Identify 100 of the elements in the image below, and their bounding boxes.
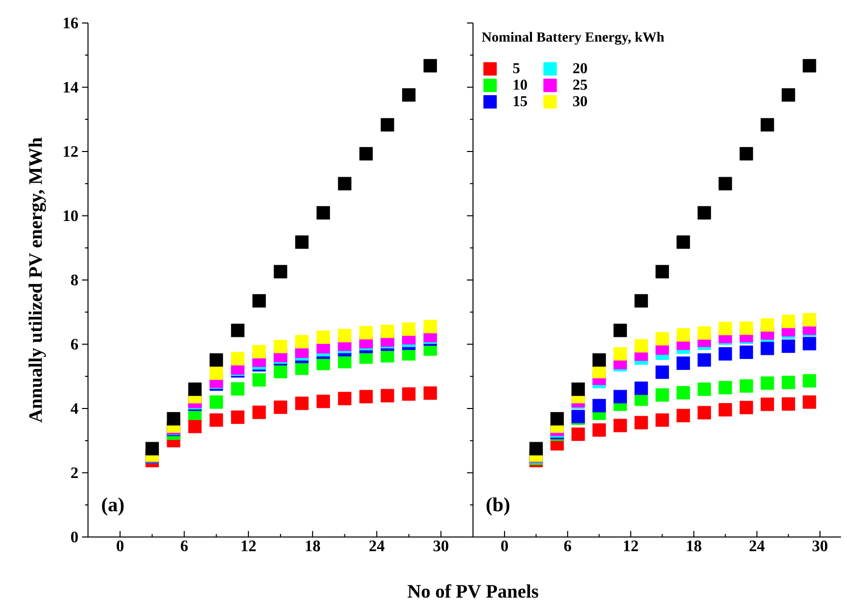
point — [231, 324, 244, 338]
point — [634, 416, 648, 430]
point — [295, 235, 309, 249]
point — [740, 321, 754, 335]
point — [614, 390, 627, 404]
x-tick-label: 30 — [434, 540, 448, 552]
point — [231, 352, 244, 366]
point — [718, 322, 732, 336]
point — [295, 334, 309, 348]
point — [380, 324, 394, 338]
point — [592, 423, 606, 437]
point — [802, 395, 816, 409]
point — [529, 442, 543, 456]
legend-label: 20 — [573, 63, 587, 74]
point — [571, 382, 585, 396]
point — [252, 344, 266, 358]
legend-label: 10 — [514, 80, 527, 90]
point — [760, 118, 774, 132]
point — [252, 373, 266, 387]
point — [740, 147, 754, 160]
point — [760, 376, 774, 390]
point — [634, 382, 648, 395]
x-tick-label: 12 — [242, 540, 256, 552]
point — [698, 326, 712, 340]
point — [380, 118, 394, 132]
x-tick-label: 0 — [116, 540, 124, 552]
point — [380, 388, 394, 402]
point — [760, 318, 774, 332]
point — [274, 340, 288, 354]
point — [338, 392, 352, 406]
x-tick-label: 6 — [564, 540, 572, 552]
x-tick-label: 12 — [624, 540, 638, 552]
y-axis-title: Annually utilized PV energy, MWh — [28, 138, 46, 423]
y-tick-label: 4 — [70, 403, 78, 414]
point — [676, 356, 690, 370]
annotation: (b) — [486, 497, 510, 516]
point — [782, 88, 796, 102]
point — [718, 347, 732, 361]
point — [402, 322, 416, 336]
point — [338, 328, 352, 342]
point — [359, 326, 373, 340]
point — [676, 386, 690, 400]
y-tick-label: 6 — [71, 338, 78, 350]
point — [802, 374, 816, 388]
legend-label: 15 — [514, 96, 528, 106]
point — [782, 339, 796, 353]
point — [698, 206, 712, 220]
point — [718, 403, 732, 416]
point — [656, 365, 669, 379]
point — [698, 406, 712, 420]
legend-label: 30 — [573, 96, 587, 106]
point — [698, 353, 712, 367]
point — [698, 382, 712, 396]
point — [210, 395, 224, 409]
legend-title: Nominal Battery Energy, kWh — [482, 32, 664, 45]
point — [550, 412, 564, 426]
point — [718, 176, 732, 190]
point — [338, 176, 352, 190]
point — [316, 394, 330, 408]
point — [252, 406, 266, 420]
point — [656, 264, 669, 278]
point — [295, 396, 309, 410]
y-tick-label: 2 — [71, 467, 78, 478]
point — [188, 420, 202, 434]
point — [782, 376, 796, 390]
point — [634, 294, 648, 308]
point — [424, 320, 437, 334]
point — [231, 410, 244, 424]
y-tick-label: 16 — [64, 18, 78, 28]
point — [740, 379, 754, 393]
x-tick-label: 24 — [750, 540, 765, 552]
point — [210, 413, 224, 427]
point — [571, 427, 585, 441]
point — [676, 408, 690, 422]
x-tick-label: 18 — [687, 540, 702, 552]
legend-label: 25 — [573, 80, 588, 90]
x-axis-title: No of PV Panels — [408, 584, 538, 598]
point — [210, 366, 224, 380]
point — [656, 332, 669, 346]
x-tick-label: 24 — [369, 540, 384, 552]
point — [760, 398, 774, 412]
point — [592, 353, 606, 367]
point — [359, 390, 373, 404]
point — [402, 88, 416, 102]
point — [274, 264, 288, 278]
x-tick-label: 0 — [501, 540, 508, 552]
x-tick-label: 6 — [180, 540, 188, 552]
point — [656, 413, 669, 427]
point — [592, 398, 606, 412]
point — [424, 386, 437, 400]
point — [676, 328, 690, 342]
y-tick-label: 14 — [64, 82, 78, 93]
x-tick-label: 30 — [812, 540, 828, 552]
point — [424, 59, 437, 72]
point — [634, 339, 648, 353]
point — [718, 380, 732, 394]
point — [316, 206, 330, 220]
point — [614, 418, 627, 432]
point — [760, 342, 774, 356]
point — [740, 400, 754, 414]
